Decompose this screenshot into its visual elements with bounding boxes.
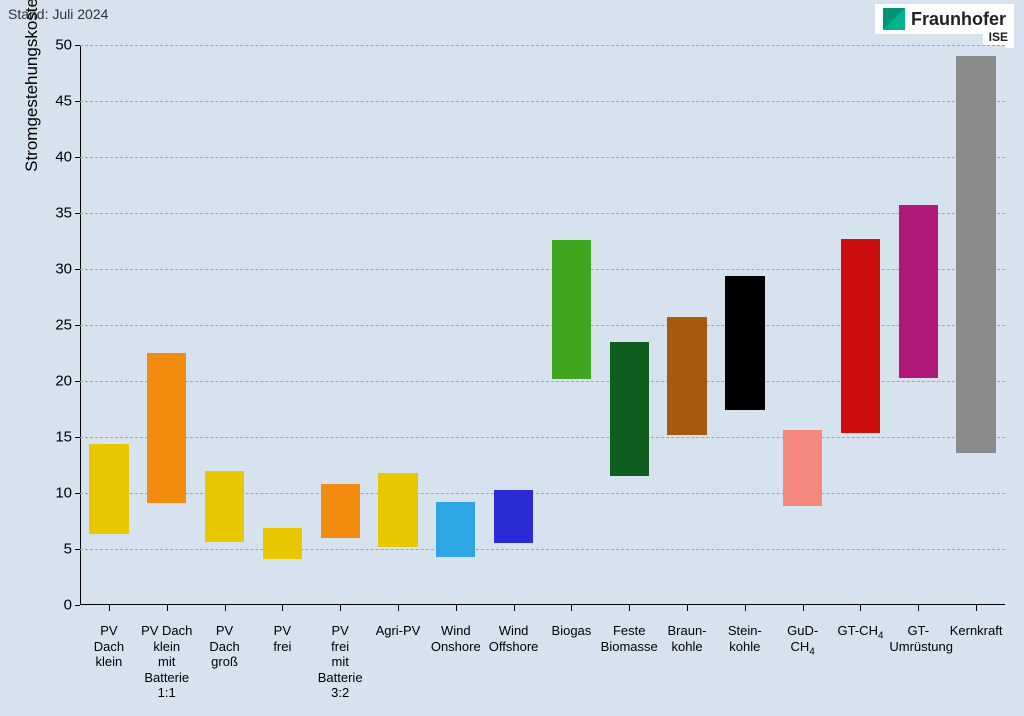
bar (89, 444, 128, 535)
y-tick-label: 45 (55, 93, 80, 110)
bar (205, 471, 244, 543)
x-axis-label: GuD-CH4 (774, 605, 832, 658)
x-axis-label: WindOffshore (485, 605, 543, 654)
bar (321, 484, 360, 538)
y-tick-label: 5 (64, 541, 80, 558)
bar (841, 239, 880, 433)
x-axis-label: Braun-kohle (658, 605, 716, 654)
y-tick-label: 25 (55, 317, 80, 334)
y-tick-label: 20 (55, 373, 80, 390)
x-axis-label: Biogas (543, 605, 601, 639)
y-axis-title: Stromgestehungskosten [€cent2024/kWh] (22, 0, 44, 172)
chart-plot-area: 05101520253035404550PVDachkleinPV Dachkl… (80, 45, 1005, 605)
bar (494, 490, 533, 544)
gridline (80, 437, 1005, 438)
bar (552, 240, 591, 379)
bar (956, 56, 995, 452)
gridline (80, 157, 1005, 158)
x-axis-label: GT-Umrüstung (889, 605, 947, 654)
y-tick-label: 15 (55, 429, 80, 446)
x-axis-label: Stein-kohle (716, 605, 774, 654)
brand-logo-text: Fraunhofer (911, 9, 1006, 30)
bar (667, 317, 706, 435)
x-axis-label: WindOnshore (427, 605, 485, 654)
y-tick-label: 50 (55, 37, 80, 54)
bar (147, 353, 186, 503)
bar (725, 276, 764, 410)
bar (899, 205, 938, 377)
x-axis-label: PVfreimit Batterie3:2 (311, 605, 369, 701)
bar (610, 342, 649, 476)
bar (436, 502, 475, 557)
y-tick-label: 0 (64, 597, 80, 614)
x-axis-label: PV Dachkleinmit Batterie1:1 (138, 605, 196, 701)
x-axis-label: FesteBiomasse (600, 605, 658, 654)
y-tick-label: 40 (55, 149, 80, 166)
gridline (80, 213, 1005, 214)
x-axis-label: GT-CH4 (832, 605, 890, 642)
x-axis-label: Kernkraft (947, 605, 1005, 639)
x-axis-label: PVDachklein (80, 605, 138, 670)
gridline (80, 45, 1005, 46)
y-tick-label: 35 (55, 205, 80, 222)
x-axis-label: PVDachgroß (196, 605, 254, 670)
bar (783, 430, 822, 506)
y-tick-label: 10 (55, 485, 80, 502)
bar (378, 473, 417, 547)
gridline (80, 549, 1005, 550)
x-axis-label: PVfrei (253, 605, 311, 654)
brand-logo-icon (883, 8, 905, 30)
x-axis-label: Agri-PV (369, 605, 427, 639)
bar (263, 528, 302, 559)
y-tick-label: 30 (55, 261, 80, 278)
gridline (80, 101, 1005, 102)
